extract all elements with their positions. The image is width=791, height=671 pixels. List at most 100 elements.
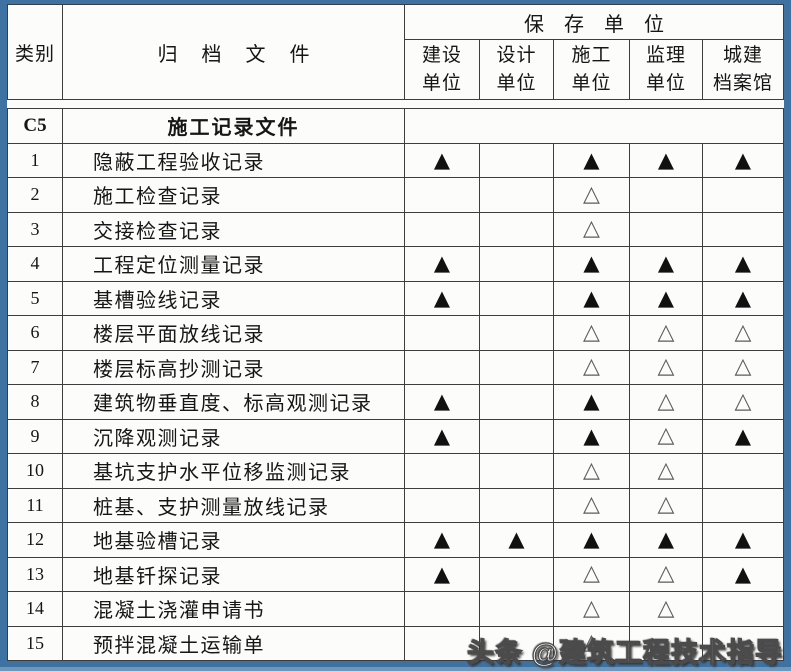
mark-jianshe bbox=[405, 212, 480, 246]
mark-sheji bbox=[480, 178, 554, 212]
mark-jianshe: ▲ bbox=[405, 419, 480, 453]
row-number: 9 bbox=[8, 419, 63, 453]
mark-jianshe: ▲ bbox=[405, 247, 480, 281]
mark-jianli: ▲ bbox=[630, 523, 703, 557]
row-number: 10 bbox=[8, 454, 63, 488]
header-unit-jianshe: 建设 单位 bbox=[405, 40, 480, 99]
header-archived-documents: 归档文件 bbox=[63, 5, 405, 99]
mark-sheji bbox=[480, 247, 554, 281]
mark-sheji bbox=[480, 385, 554, 419]
mark-shigong: ▲ bbox=[554, 419, 630, 453]
header-unit-chengjian-archive: 城建 档案馆 bbox=[712, 44, 773, 94]
row-number: 6 bbox=[8, 316, 63, 350]
document-name: 混凝土浇灌申请书 bbox=[63, 592, 405, 626]
mark-jianshe bbox=[405, 454, 480, 488]
mark-chengjian: ▲ bbox=[734, 527, 752, 552]
document-name: 基槽验线记录 bbox=[63, 281, 405, 315]
mark-sheji bbox=[480, 626, 554, 660]
mark-jianli bbox=[630, 212, 703, 246]
mark-shigong: △ bbox=[554, 178, 630, 212]
table-row: 6 楼层平面放线记录 △ △ △ bbox=[8, 316, 783, 351]
document-name: 隐蔽工程验收记录 bbox=[63, 143, 405, 177]
header-unit-jianli: 监理 单位 bbox=[630, 40, 703, 99]
table-row: 5 基槽验线记录 ▲ ▲ ▲ ▲ bbox=[8, 281, 783, 316]
table-body: C5 施工记录文件 1 隐蔽工程验收记录 ▲ ▲ ▲ ▲ 2 施工检查记录 △ … bbox=[7, 108, 784, 661]
row-number: 1 bbox=[8, 143, 63, 177]
mark-sheji: ▲ bbox=[480, 523, 554, 557]
mark-shigong: ▲ bbox=[554, 523, 630, 557]
document-name: 地基验槽记录 bbox=[63, 523, 405, 557]
watermark: 头条 @建筑工程技术指导 bbox=[467, 637, 783, 668]
mark-chengjian bbox=[703, 454, 783, 488]
mark-chengjian: ▲ bbox=[734, 423, 752, 448]
mark-jianli: △ bbox=[630, 316, 703, 350]
mark-jianli: △ bbox=[630, 592, 703, 626]
document-name: 地基钎探记录 bbox=[63, 557, 405, 591]
mark-sheji bbox=[480, 143, 554, 177]
mark-sheji bbox=[480, 592, 554, 626]
mark-jianshe: ▲ bbox=[405, 143, 480, 177]
mark-jianshe bbox=[405, 350, 480, 384]
mark-shigong: ▲ bbox=[554, 281, 630, 315]
table-row: 3 交接检查记录 △ bbox=[8, 212, 783, 247]
row-number: 4 bbox=[8, 247, 63, 281]
section-row: C5 施工记录文件 bbox=[8, 109, 783, 144]
header-unit-shigong: 施工 单位 bbox=[554, 40, 630, 99]
mark-jianshe bbox=[405, 488, 480, 522]
mark-chengjian bbox=[703, 213, 783, 247]
mark-sheji bbox=[480, 316, 554, 350]
document-name: 基坑支护水平位移监测记录 bbox=[63, 454, 405, 488]
document-name: 预拌混凝土运输单 bbox=[63, 626, 405, 660]
mark-jianli bbox=[630, 178, 703, 212]
mark-jianli: △ bbox=[630, 419, 703, 453]
mark-jianli: △ bbox=[630, 454, 703, 488]
document-name: 楼层标高抄测记录 bbox=[63, 350, 405, 384]
mark-sheji bbox=[480, 557, 554, 591]
table-row: 12 地基验槽记录 ▲ ▲ ▲ ▲ ▲ bbox=[8, 523, 783, 558]
table-row: 2 施工检查记录 △ bbox=[8, 178, 783, 213]
table-row: 14 混凝土浇灌申请书 △ △ bbox=[8, 592, 783, 627]
mark-shigong: △ bbox=[554, 212, 630, 246]
table-row: 1 隐蔽工程验收记录 ▲ ▲ ▲ ▲ bbox=[8, 143, 783, 178]
row-number: 5 bbox=[8, 281, 63, 315]
mark-shigong: △ bbox=[554, 454, 630, 488]
section-empty-cell bbox=[405, 109, 783, 143]
mark-jianshe bbox=[405, 626, 480, 660]
row-number: 2 bbox=[8, 178, 63, 212]
mark-shigong: ▲ bbox=[554, 247, 630, 281]
mark-shigong: ▲ bbox=[554, 143, 630, 177]
mark-jianli bbox=[630, 626, 703, 660]
mark-shigong: △ bbox=[554, 592, 630, 626]
mark-jianshe: ▲ bbox=[405, 385, 480, 419]
document-name: 沉降观测记录 bbox=[63, 419, 405, 453]
table-row: 8 建筑物垂直度、标高观测记录 ▲ ▲ △ △ bbox=[8, 385, 783, 420]
mark-jianshe: ▲ bbox=[405, 281, 480, 315]
mark-chengjian bbox=[703, 489, 783, 523]
mark-chengjian: ▲ bbox=[734, 561, 752, 586]
row-number: 13 bbox=[8, 557, 63, 591]
mark-jianli: △ bbox=[630, 488, 703, 522]
document-name: 工程定位测量记录 bbox=[63, 247, 405, 281]
mark-chengjian: ▲ bbox=[734, 147, 752, 172]
mark-jianli: △ bbox=[630, 385, 703, 419]
mark-jianshe bbox=[405, 316, 480, 350]
table-row: 7 楼层标高抄测记录 △ △ △ bbox=[8, 350, 783, 385]
mark-shigong: △ bbox=[554, 557, 630, 591]
mark-chengjian: △ bbox=[734, 319, 752, 345]
mark-chengjian: △ bbox=[734, 388, 752, 414]
section-title: 施工记录文件 bbox=[63, 109, 405, 143]
mark-jianli: △ bbox=[630, 350, 703, 384]
mark-jianshe: ▲ bbox=[405, 523, 480, 557]
mark-sheji bbox=[480, 281, 554, 315]
mark-shigong: △ bbox=[554, 488, 630, 522]
document-name: 楼层平面放线记录 bbox=[63, 316, 405, 350]
table-header: 类别 归档文件 保存单位 建设 单位 设计 单位 施工 单位 监理 单位 城建 … bbox=[7, 4, 784, 100]
header-storage-units-title: 保存单位 bbox=[405, 5, 783, 40]
mark-sheji bbox=[480, 488, 554, 522]
mark-jianshe bbox=[405, 592, 480, 626]
document-name: 桩基、支护测量放线记录 bbox=[63, 488, 405, 522]
mark-sheji bbox=[480, 350, 554, 384]
section-code: C5 bbox=[8, 109, 63, 143]
mark-shigong: △ bbox=[554, 626, 630, 660]
table-row: 4 工程定位测量记录 ▲ ▲ ▲ ▲ bbox=[8, 247, 783, 282]
